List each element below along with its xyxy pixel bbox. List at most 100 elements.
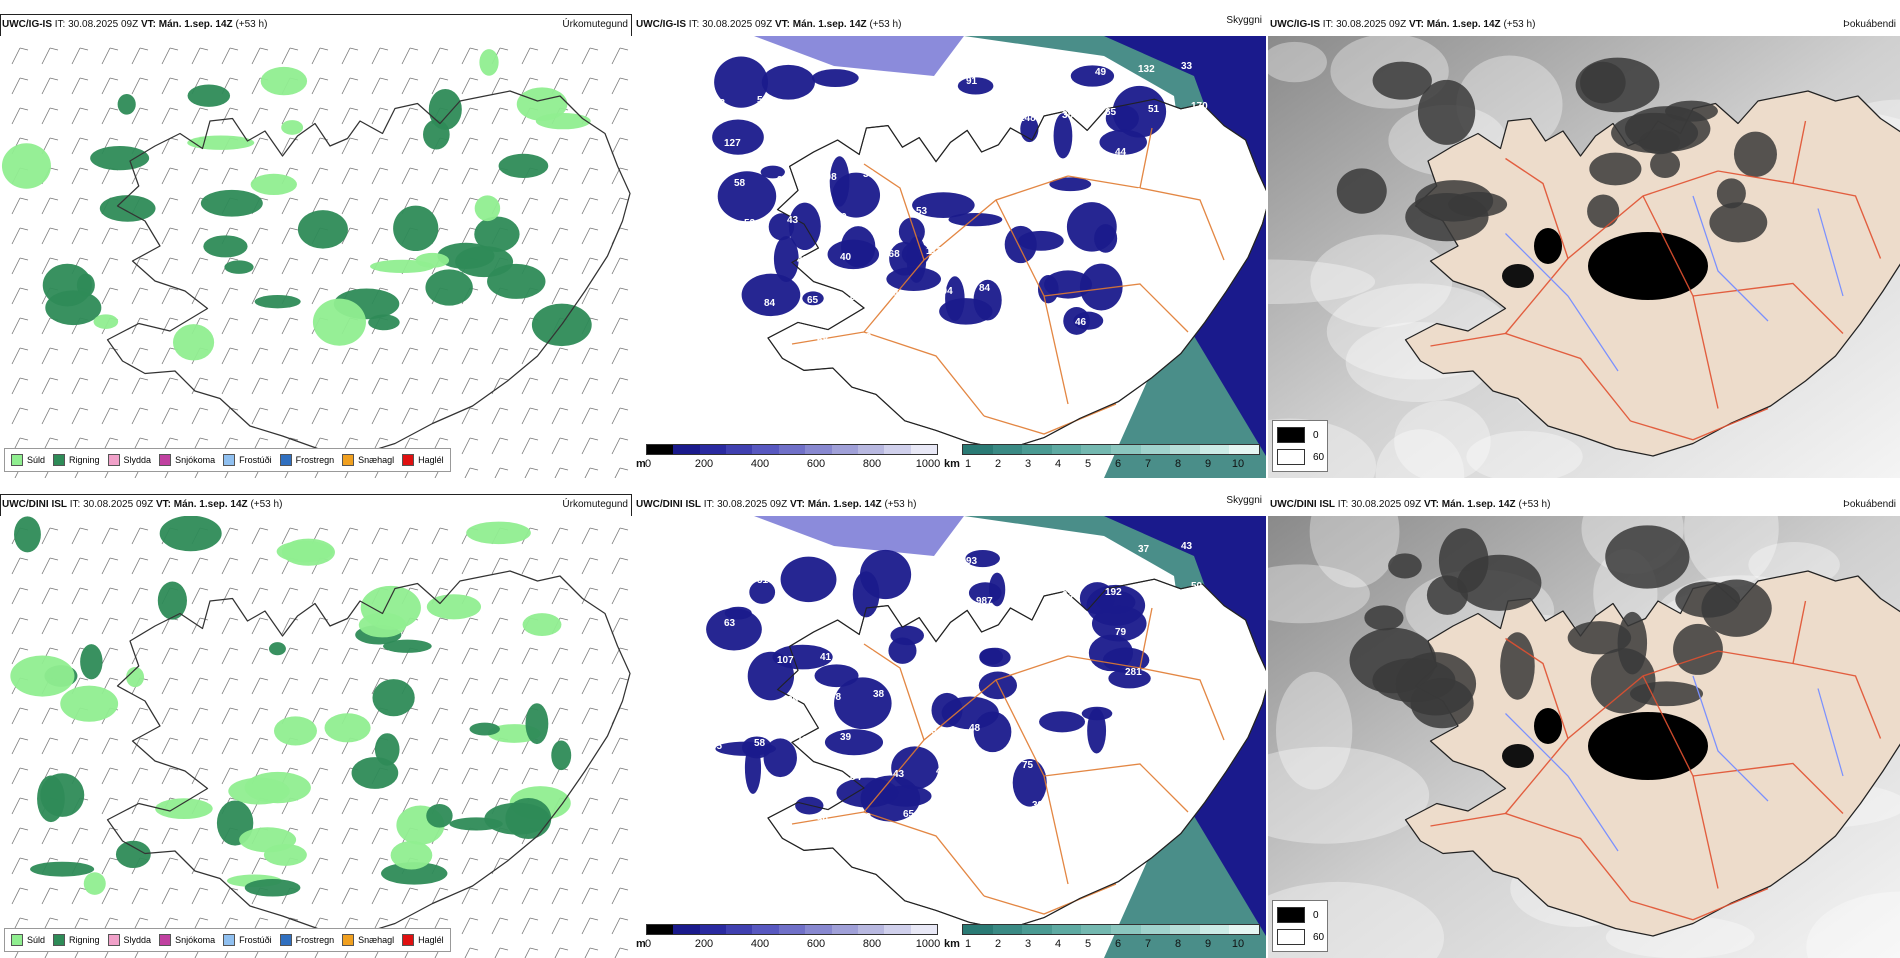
ceiling-value-label: 135 (1072, 150, 1089, 161)
precip-map (0, 516, 632, 958)
ceiling-value-label: 37 (1138, 544, 1150, 555)
legend-item: Haglél (402, 454, 444, 466)
ceiling-value-label: 93 (966, 556, 978, 567)
precip-area (201, 190, 263, 217)
precip-area (224, 260, 253, 274)
legend-swatch (342, 454, 354, 466)
precip-area (261, 67, 307, 95)
legend-item: Haglél (402, 934, 444, 946)
ceiling-value-label: 49 (1042, 840, 1054, 851)
model-name: UWC/IG-IS (636, 19, 686, 30)
legend-label: Rigning (69, 455, 100, 465)
fog-area (1439, 528, 1489, 593)
ceiling-value-label: 154 (1211, 661, 1228, 672)
ceiling-value-label: 33 (734, 658, 746, 669)
valid-time: VT: Mán. 1.sep. 14Z (156, 499, 248, 510)
low-ceiling-area (825, 729, 883, 755)
ceiling-tick-label: 0 (645, 938, 651, 950)
legend-item: Frostúði (223, 934, 272, 946)
visibility-tick-label: 9 (1205, 938, 1211, 950)
field-name: Úrkomutegund (562, 19, 628, 30)
precip-area (525, 703, 548, 744)
precip-area (484, 803, 550, 835)
fog-area (1701, 580, 1771, 637)
precip-area (359, 613, 406, 638)
ceiling-value-label: 40 (1128, 354, 1140, 365)
visibility-map-canvas: 5051414048487548404360354138433839373750… (634, 516, 1266, 958)
ceiling-value-label: 56 (976, 116, 988, 127)
ceiling-value-label: 192 (1105, 587, 1122, 598)
lead-time: (+53 h) (1518, 499, 1550, 510)
legend-item: Súld (11, 454, 45, 466)
fog-key-label: 60 (1313, 452, 1324, 463)
visibility-tick-label: 10 (1232, 938, 1244, 950)
fog-area (1580, 62, 1626, 104)
precip-area (160, 516, 222, 551)
fog-area (1639, 130, 1680, 155)
precip-area (475, 195, 500, 221)
low-ceiling-area (888, 638, 916, 664)
visibility-tick-label: 3 (1025, 938, 1031, 950)
ceiling-value-label: 51 (757, 575, 769, 586)
panel-precip-type-igis: UWC/IG-IS IT: 30.08.2025 09Z VT: Mán. 1.… (0, 14, 632, 478)
low-ceiling-area (860, 550, 911, 599)
ceiling-value-label: 58 (860, 332, 872, 343)
legend-label: Haglél (418, 455, 444, 465)
precip-area (100, 195, 156, 222)
legend-label: Frostregn (296, 935, 335, 945)
fog-area (1709, 202, 1767, 242)
legend-item: Frostregn (280, 934, 335, 946)
init-time: IT: 30.08.2025 09Z (70, 499, 153, 510)
legend-item: Rigning (53, 454, 100, 466)
ceiling-tick-label: 800 (863, 458, 881, 470)
field-name: Þokuábendi (1843, 499, 1896, 510)
ceiling-value-label: 51 (1148, 104, 1160, 115)
model-name: UWC/DINI ISL (2, 499, 67, 510)
ceiling-value-label: 107 (777, 655, 794, 666)
ceiling-value-label: 39 (1032, 800, 1044, 811)
visibility-tick-label: 6 (1115, 938, 1121, 950)
ceiling-value-label: 44 (936, 766, 948, 777)
fog-area (1630, 681, 1703, 706)
fog-key-swatch (1277, 449, 1305, 465)
precip-area (393, 206, 438, 251)
fog-key-label: 0 (1313, 910, 1319, 921)
ceiling-value-label: 50 (969, 243, 981, 254)
fog-area (1411, 678, 1474, 728)
panel-header: UWC/DINI ISL IT: 30.08.2025 09Z VT: Mán.… (2, 499, 628, 513)
precip-area (2, 143, 51, 188)
legend-item: Frostregn (280, 454, 335, 466)
fog-area (1717, 178, 1746, 208)
precip-area (313, 299, 366, 346)
ceiling-value-label: 33 (714, 98, 726, 109)
low-ceiling-area (1039, 711, 1085, 732)
ceiling-value-label: 44 (1201, 141, 1213, 152)
ceiling-value-label: 93 (777, 175, 789, 186)
precip-area (523, 613, 562, 636)
visibility-tick-label: 6 (1115, 458, 1121, 470)
precip-area (45, 290, 101, 325)
ceiling-value-label: 48 (1168, 664, 1180, 675)
visibility-tick-label: 4 (1055, 458, 1061, 470)
ceiling-tick-label: 200 (695, 458, 713, 470)
low-ceiling-area (1018, 231, 1064, 251)
precip-area (536, 113, 591, 129)
legend-label: Rigning (69, 935, 100, 945)
field-name: Þokuábendi (1843, 19, 1896, 30)
visibility-tick-label: 10 (1232, 458, 1244, 470)
ceiling-value-label: 33 (1178, 224, 1190, 235)
fog-area (1587, 194, 1619, 227)
panel-fog-igis: UWC/IG-IS IT: 30.08.2025 09Z VT: Mán. 1.… (1268, 14, 1900, 478)
precip-area (425, 269, 472, 305)
fog-area (1364, 605, 1403, 630)
precip-area (245, 879, 301, 896)
legend-swatch (53, 454, 65, 466)
ceiling-value-label: 201 (1158, 624, 1175, 635)
legend-swatch (223, 934, 235, 946)
precip-map-canvas (0, 36, 632, 478)
ceiling-value-label: 63 (1062, 590, 1074, 601)
ceiling-value-label: 38 (923, 559, 935, 570)
